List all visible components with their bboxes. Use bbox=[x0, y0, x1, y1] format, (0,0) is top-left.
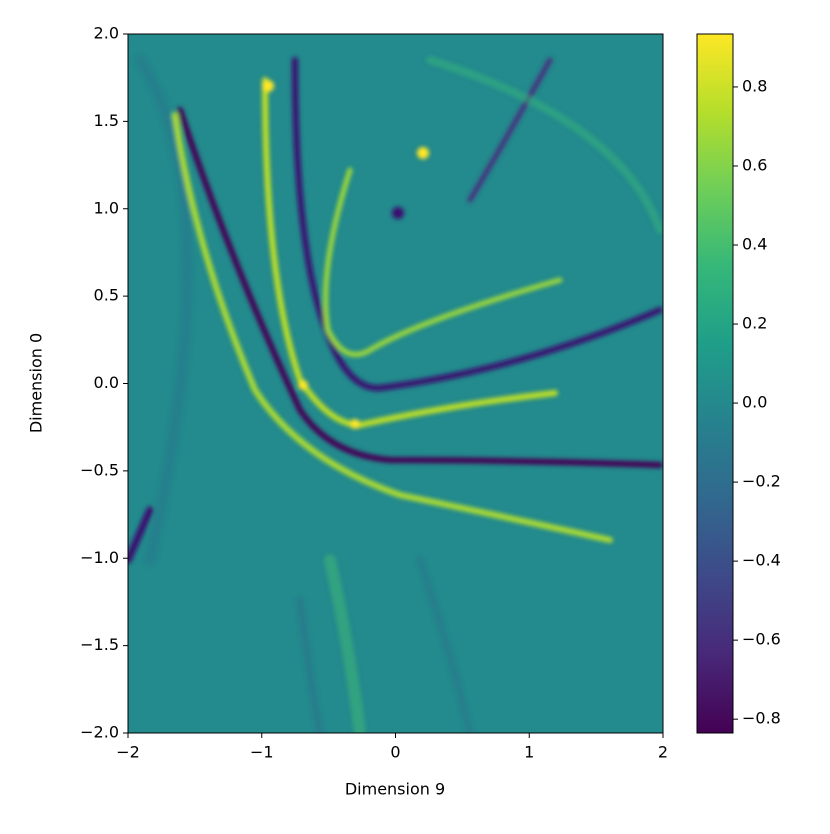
colorbar-tick-label: −0.2 bbox=[742, 472, 781, 491]
x-tick-label: 2 bbox=[658, 743, 668, 762]
colorbar-tick-label: 0.0 bbox=[742, 393, 767, 412]
y-axis-label: Dimension 0 bbox=[27, 333, 46, 433]
y-tick-label: 0.0 bbox=[94, 373, 119, 392]
x-axis-label: Dimension 9 bbox=[345, 780, 445, 799]
colorbar bbox=[696, 33, 734, 734]
y-tick-label: −2.0 bbox=[80, 723, 119, 742]
colorbar-tick-label: −0.8 bbox=[742, 709, 781, 728]
colorbar-tick-label: 0.2 bbox=[742, 314, 767, 333]
y-tick-label: 2.0 bbox=[94, 24, 119, 43]
colorbar-tick-label: −0.6 bbox=[742, 630, 781, 649]
y-tick-label: 0.5 bbox=[94, 286, 119, 305]
x-tick-label: −1 bbox=[250, 743, 274, 762]
x-tick-label: −2 bbox=[116, 743, 140, 762]
y-tick-label: 1.5 bbox=[94, 111, 119, 130]
y-tick-label: 1.0 bbox=[94, 198, 119, 217]
colorbar-tick-label: 0.6 bbox=[742, 155, 767, 174]
y-tick-label: −0.5 bbox=[80, 460, 119, 479]
y-tick-label: −1.0 bbox=[80, 548, 119, 567]
x-tick-label: 0 bbox=[390, 743, 400, 762]
colorbar-tick-label: 0.4 bbox=[742, 235, 767, 254]
colorbar-tick-label: −0.4 bbox=[742, 551, 781, 570]
y-tick-label: −1.5 bbox=[80, 635, 119, 654]
x-tick-label: 1 bbox=[524, 743, 534, 762]
heatmap-image bbox=[128, 34, 663, 733]
colorbar-tick-label: 0.8 bbox=[742, 76, 767, 95]
